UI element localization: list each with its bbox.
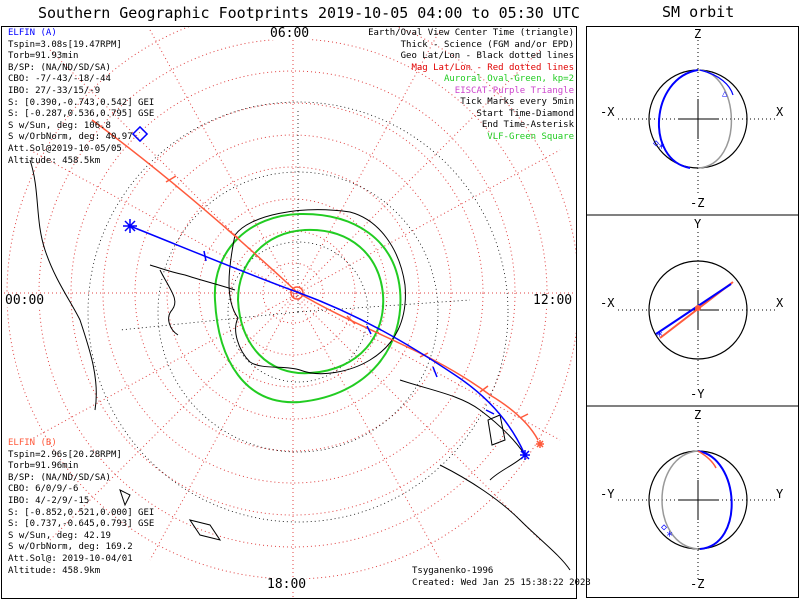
elfin-b-label: ELFIN (B) — [8, 438, 57, 448]
coastlines — [29, 159, 571, 571]
orbit-axis-label: -Y — [690, 387, 705, 401]
svg-text:◇: ◇ — [653, 138, 659, 149]
elfin-b-line: Att.Sol@: 2019-10-04/01 — [8, 553, 133, 564]
elfin-a-track — [123, 219, 530, 460]
elfin-b-ticks — [165, 175, 529, 419]
hour-label-left: 00:00 — [5, 293, 45, 308]
orbit-axis-label: -Y — [600, 487, 615, 501]
elfin-a-line: S w/OrbNorm, deg: 40.97 — [8, 132, 133, 143]
hour-label-right: 12:00 — [533, 293, 573, 308]
elfin-a-label: ELFIN (A) — [8, 28, 57, 38]
orbit-frame — [586, 26, 799, 598]
elfin-a-line: CBO: -7/-43/-18/-44 — [8, 74, 111, 85]
elfin-b-line: S: [-0.852,0.521,0.000] GEI — [8, 507, 155, 518]
elfin-b-track — [91, 119, 544, 448]
svg-text:◇: ◇ — [661, 522, 667, 533]
svg-text:*: * — [666, 529, 673, 543]
svg-text:*: * — [656, 329, 663, 343]
created-timestamp: Created: Wed Jan 25 15:38:22 2023 — [412, 578, 591, 588]
elfin-a-end-asterisk — [520, 450, 530, 460]
orbit-axis-label: X — [776, 105, 784, 119]
elfin-a-line: S: [-0.287,0.536,0.795] GSE — [8, 109, 155, 120]
legend-item: Geo Lat/Lon - Black dotted lines — [400, 51, 574, 61]
elfin-b-line: Torb=91.96min — [8, 461, 79, 472]
legend-item: Auroral Oval-Green, kp=2 — [443, 74, 574, 84]
legend-item: End Time-Asterisk — [481, 120, 574, 130]
hour-label-bottom: 18:00 — [267, 577, 307, 592]
legend-item: Mag Lat/Lon - Red dotted lines — [411, 62, 574, 73]
elfin-a-line: Altitude: 458.5km — [8, 155, 101, 166]
legend-item: Thick - Science (FGM and/or EPD) — [400, 39, 574, 50]
elfin-a-line: Torb=91.93min — [8, 51, 79, 62]
elfin-a-line: S w/Sun, deg: 106.8 — [8, 120, 111, 131]
orbit-title: SM orbit — [662, 3, 735, 21]
orbit-axis-label: -X — [600, 296, 615, 310]
elfin-b-line: S: [0.737,-0.645,0.793] GSE — [8, 519, 155, 530]
elfin-a-ticks — [203, 250, 495, 415]
orbit-panel-yz: * ◇ — [618, 422, 778, 580]
mag-grid — [2, 27, 576, 598]
elfin-b-line: IBO: 4/-2/9/-15 — [8, 495, 90, 506]
svg-text:△: △ — [722, 89, 728, 99]
legend-item: Tick Marks every 5min — [460, 97, 574, 107]
elfin-a-line: IBO: 27/-33/15/-9 — [8, 85, 101, 96]
auroral-oval — [213, 212, 402, 404]
elfin-a-line: Tspin=3.08s[19.47RPM] — [8, 39, 122, 50]
map-title: Southern Geographic Footprints 2019-10-0… — [38, 4, 580, 22]
elfin-b-line: B/SP: (NA/ND/SD/SA) — [8, 472, 111, 483]
elfin-b-start-diamond — [131, 125, 149, 143]
orbit-panel-xy: * — [618, 232, 778, 388]
legend-item: Earth/Oval View Center Time (triangle) — [368, 28, 574, 38]
elfin-b-end-asterisk — [536, 440, 544, 448]
svg-text:*: * — [658, 141, 665, 155]
orbit-axis-label: -X — [600, 105, 615, 119]
map-frame — [1, 26, 577, 599]
elfin-b-line: Tspin=2.96s[20.28RPM] — [8, 449, 122, 460]
orbit-axis-label: Z — [694, 408, 702, 422]
orbit-axis-label: Z — [694, 27, 702, 41]
orbit-axis-label: Y — [694, 217, 702, 231]
elfin-b-info: ELFIN (B) Tspin=2.96s[20.28RPM] Torb=91.… — [8, 438, 154, 577]
orbit-axis-label: X — [776, 296, 784, 310]
elfin-b-line: CBO: 6/0/9/-6 — [8, 484, 79, 495]
elfin-a-info: ELFIN (A) Tspin=3.08s[19.47RPM] Torb=91.… — [8, 28, 154, 167]
legend-item: VLF-Green Square — [487, 131, 574, 142]
legend-item: Start Time-Diamond — [476, 108, 574, 119]
elfin-a-start-asterisk — [123, 219, 137, 233]
hour-label-top: 06:00 — [270, 26, 310, 41]
elfin-b-line: S w/Sun, deg: 42.19 — [8, 530, 111, 541]
elfin-a-line: Att.Sol@2019-10-05/05 — [8, 143, 122, 154]
legend: Earth/Oval View Center Time (triangle) T… — [368, 28, 574, 143]
orbit-axis-label: -Z — [690, 196, 705, 210]
elfin-b-center-marker — [290, 286, 304, 300]
map-content — [2, 27, 576, 598]
orbit-axis-label: -Z — [690, 577, 705, 591]
elfin-a-line: B/SP: (NA/ND/SD/SA) — [8, 62, 111, 73]
orbit-axis-label: Y — [776, 487, 784, 501]
orbit-panel-xz: * ◇ △ — [618, 40, 778, 196]
elfin-a-line: S: [0.390,-0.743,0.542] GEI — [8, 97, 155, 108]
elfin-b-line: S w/OrbNorm, deg: 169.2 — [8, 542, 133, 553]
model-credit: Tsyganenko-1996 — [412, 566, 494, 576]
legend-item: EISCAT-Purple Triangle — [454, 85, 574, 96]
elfin-b-line: Altitude: 458.9km — [8, 565, 101, 576]
